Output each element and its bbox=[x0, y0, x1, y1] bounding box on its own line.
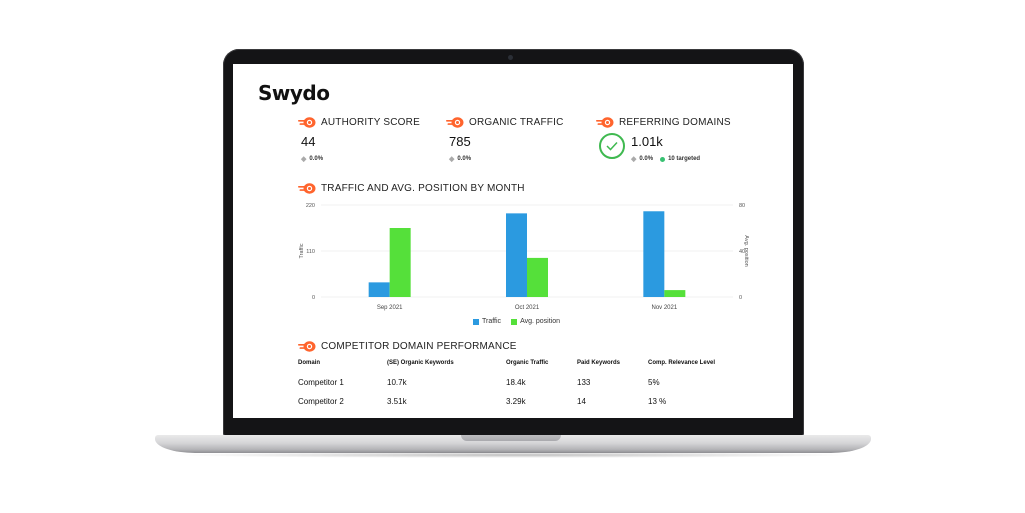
check-circle-icon bbox=[599, 133, 625, 159]
semrush-icon bbox=[298, 183, 316, 194]
legend-swatch bbox=[511, 318, 518, 325]
laptop-shadow bbox=[170, 452, 856, 458]
y2-axis-label: Avg. position bbox=[743, 235, 749, 266]
table-row: Competitor 2 3.51k 3.29k 14 13 % bbox=[298, 391, 758, 410]
kpi-delta: 0.0% bbox=[457, 156, 472, 162]
kpi-referring-domains: REFERRING DOMAINS 1.01k ◆ 0.0% 10 target… bbox=[596, 117, 731, 163]
chart-legend: Traffic Avg. position bbox=[473, 318, 560, 325]
table-cell: 3.29k bbox=[506, 397, 526, 406]
bar-traffic bbox=[368, 282, 390, 297]
chart-title: TRAFFIC AND AVG. POSITION BY MONTH bbox=[321, 183, 525, 194]
y2-tick-label: 0 bbox=[739, 295, 742, 301]
column-header: (SE) Organic Keywords bbox=[387, 360, 454, 366]
legend-label: Traffic bbox=[482, 318, 502, 325]
diamond-icon: ◆ bbox=[449, 156, 455, 163]
kpi-title: AUTHORITY SCORE bbox=[321, 117, 420, 128]
chart-section-header: TRAFFIC AND AVG. POSITION BY MONTH bbox=[298, 183, 525, 194]
y-tick-label: 0 bbox=[312, 295, 315, 301]
competitor-section-header: COMPETITOR DOMAIN PERFORMANCE bbox=[298, 341, 517, 352]
kpi-organic-traffic: ORGANIC TRAFFIC 785 ◆ 0.0% bbox=[446, 117, 563, 163]
kpi-value: 44 bbox=[301, 134, 316, 149]
y2-tick-label: 80 bbox=[739, 203, 745, 209]
y2-tick-label: 40 bbox=[739, 249, 745, 255]
diamond-icon: ◆ bbox=[631, 156, 637, 163]
table-header-row: Domain (SE) Organic Keywords Organic Tra… bbox=[298, 360, 758, 372]
kpi-title: REFERRING DOMAINS bbox=[619, 117, 731, 128]
kpi-extra: 10 targeted bbox=[668, 156, 701, 162]
table-cell: 14 bbox=[577, 397, 586, 406]
bar-traffic bbox=[643, 211, 665, 297]
competitor-table: Domain (SE) Organic Keywords Organic Tra… bbox=[298, 360, 758, 410]
y-axis-label: Traffic bbox=[299, 243, 305, 258]
logo-text: Swydo bbox=[258, 81, 330, 105]
report-screen: Swydo AUTHORITY SCORE 44 ◆ 0.0% bbox=[233, 64, 793, 418]
y-tick-label: 220 bbox=[306, 203, 315, 209]
column-header: Domain bbox=[298, 360, 321, 366]
bar-avg-position bbox=[389, 228, 411, 297]
bar-traffic bbox=[506, 213, 527, 297]
column-header: Paid Keywords bbox=[577, 360, 621, 366]
table-cell: 133 bbox=[577, 378, 591, 387]
table-cell: 10.7k bbox=[387, 378, 407, 387]
table-cell: 5% bbox=[648, 378, 660, 387]
diamond-icon: ◆ bbox=[301, 156, 307, 163]
x-tick-label: Nov 2021 bbox=[651, 305, 677, 311]
status-dot-icon bbox=[660, 156, 666, 162]
table-row: Competitor 1 10.7k 18.4k 133 5% bbox=[298, 372, 758, 391]
x-tick-label: Oct 2021 bbox=[515, 305, 540, 311]
table-cell: 13 % bbox=[648, 397, 667, 406]
legend-label: Avg. position bbox=[520, 318, 561, 325]
semrush-icon bbox=[596, 117, 614, 128]
column-header: Organic Traffic bbox=[506, 360, 549, 366]
kpi-authority-score: AUTHORITY SCORE 44 ◆ 0.0% bbox=[298, 117, 420, 163]
table-cell: Competitor 2 bbox=[298, 397, 344, 406]
table-cell: 18.4k bbox=[506, 378, 526, 387]
legend-item-position: Avg. position bbox=[511, 318, 560, 325]
camera-icon bbox=[508, 55, 513, 60]
kpi-title: ORGANIC TRAFFIC bbox=[469, 117, 564, 128]
y-tick-label: 110 bbox=[306, 249, 315, 255]
legend-swatch bbox=[473, 318, 479, 325]
table-cell: 3.51k bbox=[387, 397, 407, 406]
kpi-value: 1.01k bbox=[631, 134, 663, 149]
kpi-delta: 0.0% bbox=[639, 156, 654, 162]
legend-item-traffic: Traffic bbox=[473, 318, 501, 325]
bar-avg-position bbox=[664, 290, 686, 297]
semrush-icon bbox=[298, 341, 316, 352]
semrush-icon bbox=[298, 117, 316, 128]
traffic-position-chart: 0 0 110 40 220 80 Traffic Avg. position Sep 2021… bbox=[299, 203, 749, 311]
kpi-delta: 0.0% bbox=[309, 156, 324, 162]
laptop-notch bbox=[461, 435, 561, 441]
competitor-title: COMPETITOR DOMAIN PERFORMANCE bbox=[321, 341, 517, 352]
kpi-value: 785 bbox=[449, 134, 471, 149]
column-header: Comp. Relevance Level bbox=[648, 360, 716, 366]
bar-avg-position bbox=[527, 257, 548, 297]
semrush-icon bbox=[446, 117, 464, 128]
laptop-base bbox=[155, 435, 871, 453]
swydo-logo: Swydo bbox=[258, 81, 330, 105]
x-tick-label: Sep 2021 bbox=[377, 305, 403, 311]
table-cell: Competitor 1 bbox=[298, 378, 344, 387]
